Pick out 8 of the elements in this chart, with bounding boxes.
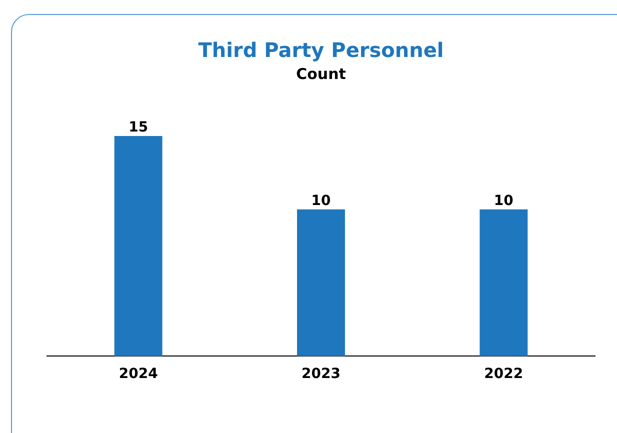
x-tick-label: 2023	[302, 366, 340, 382]
x-tick-label: 2024	[118, 366, 158, 382]
chart-subtitle: Count	[296, 64, 346, 83]
x-tick-label: 2022	[484, 366, 524, 382]
chart-title: Third Party Personnel	[198, 38, 444, 62]
data-label: 10	[311, 193, 331, 210]
data-label: 15	[128, 120, 148, 136]
data-label: 10	[494, 193, 514, 210]
